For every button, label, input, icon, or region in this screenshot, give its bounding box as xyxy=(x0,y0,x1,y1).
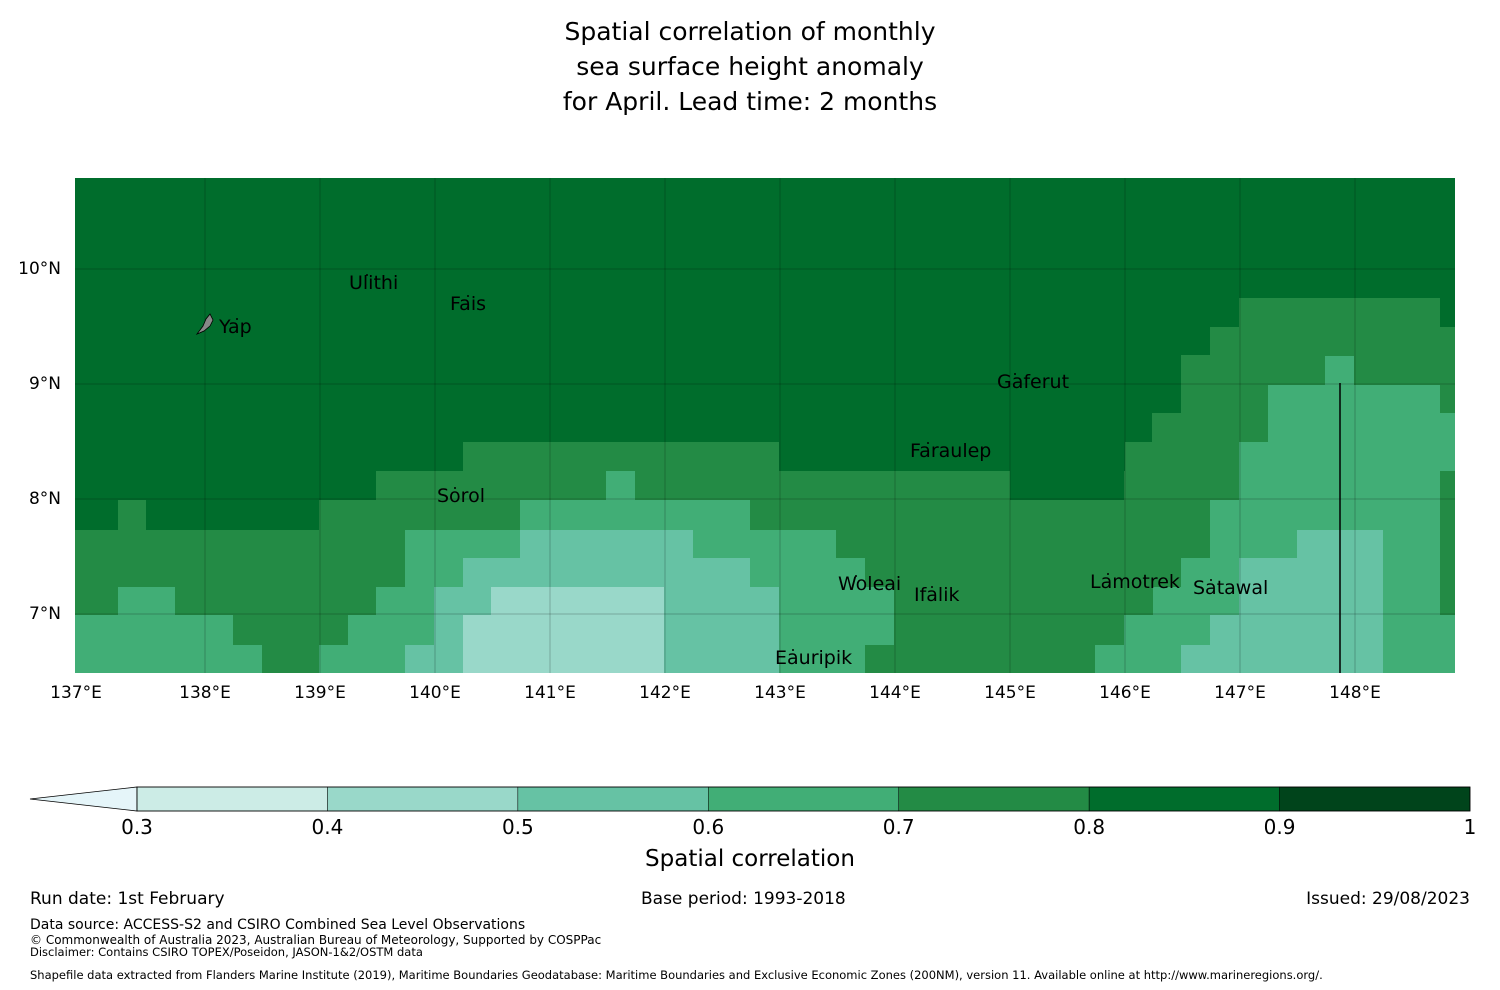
title-line-1: Spatial correlation of monthly xyxy=(564,17,936,46)
colorbar-tick-label: 0.7 xyxy=(882,815,915,839)
place-label-ulithi: Ulithi xyxy=(349,272,399,294)
colorbar-extend-arrow xyxy=(29,786,138,812)
colorbar-label: Spatial correlation xyxy=(645,846,855,872)
x-tick-label: 139°E xyxy=(294,683,346,703)
x-tick-label: 145°E xyxy=(984,683,1036,703)
place-label-woleai: Woleai xyxy=(838,573,902,595)
colorbar-bin xyxy=(1279,786,1471,812)
place-label-gaferut: Gaferut xyxy=(997,371,1070,393)
place-label-faraulep: Faraulep xyxy=(910,440,992,462)
colorbar-tick-label: 0.4 xyxy=(311,815,344,839)
x-tick-label: 138°E xyxy=(179,683,231,703)
yap-island-shape xyxy=(195,313,214,335)
y-tick-label: 9°N xyxy=(28,374,61,394)
copyright: © Commonwealth of Australia 2023, Austra… xyxy=(30,933,602,947)
colorbar xyxy=(29,786,1471,812)
correlation-cells xyxy=(75,178,1455,673)
x-tick-label: 137°E xyxy=(50,683,102,703)
x-tick-label: 147°E xyxy=(1214,683,1266,703)
island-marker xyxy=(1107,573,1109,575)
x-tick-label: 140°E xyxy=(409,683,461,703)
x-tick-label: 146°E xyxy=(1099,683,1151,703)
x-tick-label: 144°E xyxy=(869,683,921,703)
place-label-sorol: Sorol xyxy=(437,485,485,507)
place-label-ifalik: Ifalik xyxy=(914,584,960,606)
cell-region-0.5 xyxy=(1181,530,1383,673)
colorbar-tick-label: 0.6 xyxy=(692,815,725,839)
run-date: Run date: 1st February xyxy=(30,889,225,909)
cell-region-0.6 xyxy=(75,587,262,673)
island-dots xyxy=(236,274,1212,651)
place-label-yap: Yap xyxy=(219,316,252,338)
place-label-fais: Fais xyxy=(450,293,487,315)
base-period: Base period: 1993-2018 xyxy=(641,889,846,909)
title-line-2: sea surface height anomaly xyxy=(576,52,924,81)
x-tick-label: 142°E xyxy=(639,683,691,703)
island-marker xyxy=(454,487,456,489)
colorbar-tick-label: 0.9 xyxy=(1263,815,1296,839)
x-tick-label: 141°E xyxy=(524,683,576,703)
issued-date: Issued: 29/08/2023 xyxy=(1306,889,1470,909)
colorbar-bin xyxy=(898,786,1090,812)
island-marker xyxy=(467,295,469,297)
chart-title: Spatial correlation of monthly sea surfa… xyxy=(0,14,1500,119)
x-tick-label: 143°E xyxy=(754,683,806,703)
y-tick-label: 8°N xyxy=(28,489,61,509)
x-tick-label: 148°E xyxy=(1329,683,1381,703)
place-label-eauripik: Eauripik xyxy=(775,647,853,669)
island-marker xyxy=(366,274,368,276)
gridlines xyxy=(75,178,1455,673)
island-marker xyxy=(236,318,238,320)
colorbar-bin xyxy=(517,786,709,812)
island-marker xyxy=(927,442,929,444)
place-label-lamotrek: Lamotrek xyxy=(1090,571,1180,593)
colorbar-bin xyxy=(327,786,519,812)
colorbar-frame xyxy=(136,786,1471,812)
y-tick-label: 10°N xyxy=(18,259,61,279)
island-marker xyxy=(931,586,933,588)
shapefile-credit: Shapefile data extracted from Flanders M… xyxy=(30,968,1323,982)
disclaimer: Disclaimer: Contains CSIRO TOPEX/Poseido… xyxy=(30,945,423,959)
island-marker xyxy=(792,649,794,651)
colorbar-bin xyxy=(708,786,899,812)
island-marker xyxy=(1210,579,1212,581)
cell-region-0.8 xyxy=(1010,471,1124,500)
y-tick-label: 7°N xyxy=(28,604,61,624)
data-source: Data source: ACCESS-S2 and CSIRO Combine… xyxy=(30,917,526,933)
colorbar-bin xyxy=(1088,786,1280,812)
colorbar-bin xyxy=(136,786,328,812)
colorbar-tick-label: 0.5 xyxy=(501,815,534,839)
cell-region-0.4 xyxy=(463,587,664,673)
colorbar-tick-label: 1 xyxy=(1463,815,1477,839)
colorbar-tick-label: 0.8 xyxy=(1073,815,1106,839)
colorbar-tick-label: 0.3 xyxy=(121,815,153,839)
title-line-3: for April. Lead time: 2 months xyxy=(562,87,938,116)
place-label-satawal: Satawal xyxy=(1193,577,1269,599)
island-marker xyxy=(1014,373,1016,375)
island-marker xyxy=(855,575,857,577)
